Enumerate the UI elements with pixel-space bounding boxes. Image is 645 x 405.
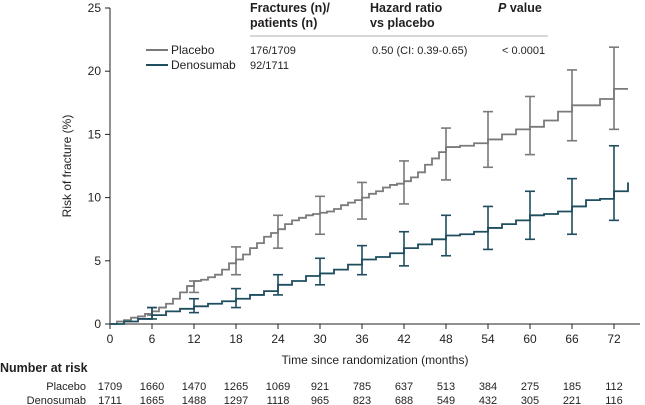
denosumab-error-bar [441,214,451,257]
placebo-error-bar [567,69,577,142]
x-tick-label: 42 [397,332,411,346]
risk-count-placebo: 1660 [140,381,164,393]
risk-table-title: Number at risk [0,361,88,375]
placebo-error-bar [483,110,493,169]
risk-table-values: 1709 1660 1470 1265 1069 921 785 637 513 384 275 18… [98,381,623,405]
x-axis-label: Time since randomization (months) [282,353,469,367]
placebo-error-bar [525,95,535,156]
placebo-error-bar [273,214,283,249]
denosumab-error-bar [189,297,199,314]
placebo-error-bar [231,246,241,276]
y-tick-label: 20 [88,64,102,78]
x-tick-label: 24 [271,332,285,346]
fractures-header-line1: Fractures (n)/ [250,1,330,15]
denosumab-error-bar [273,273,283,296]
risk-count-placebo: 1265 [224,381,248,393]
risk-count-denosumab: 1665 [140,395,164,405]
denosumab-error-bar [399,230,409,267]
hazard-ratio-value: 0.50 (CI: 0.39-0.65) [372,45,467,57]
y-tick-label: 10 [88,191,102,205]
risk-count-placebo: 785 [353,381,371,393]
risk-count-denosumab: 432 [479,395,497,405]
placebo-curve [110,87,628,325]
risk-count-denosumab: 823 [353,395,371,405]
y-axis-label: Risk of fracture (%) [60,115,74,218]
denosumab-error-bar [609,144,619,222]
risk-count-denosumab: 965 [311,395,329,405]
fractures-header-line2: patients (n) [250,16,317,30]
y-tick-label: 5 [94,254,101,268]
x-tick-label: 60 [523,332,537,346]
legend-placebo-label: Placebo [171,43,215,57]
risk-count-placebo: 1470 [182,381,206,393]
p-value-header-rest: value [506,1,541,15]
risk-count-denosumab: 688 [395,395,413,405]
x-tick-label: 0 [107,332,114,346]
risk-count-denosumab: 1118 [267,395,290,405]
denosumab-error-bar [483,205,493,251]
hr-header-line1: Hazard ratio [370,1,443,15]
y-tick-label: 0 [94,317,101,331]
risk-count-denosumab: 116 [605,395,623,405]
x-tick-label: 48 [439,332,453,346]
y-tick-label: 25 [88,1,102,15]
risk-count-placebo: 921 [311,381,329,393]
denosumab-error-bar [357,244,367,276]
placebo-error-bar [441,127,451,181]
x-tick-label: 66 [565,332,579,346]
p-value-header: P value [498,1,542,15]
risk-count-denosumab: 1711 [98,395,122,405]
denosumab-error-bar [525,190,535,241]
x-tick-label: 12 [187,332,201,346]
placebo-error-bar [357,181,367,220]
risk-count-placebo: 637 [395,381,413,393]
x-tick-label: 18 [229,332,243,346]
placebo-error-bar [189,280,199,294]
denosumab-error-bar [147,306,157,320]
p-value-header-italic: P [498,1,507,15]
placebo-error-bar [609,46,619,131]
risk-count-denosumab: 221 [563,395,581,405]
y-ticks: 0 5 10 15 20 25 [88,1,110,331]
placebo-error-bar [399,160,409,205]
risk-count-placebo: 1069 [266,381,290,393]
x-tick-label: 54 [481,332,495,346]
placebo-error-bar [315,195,325,236]
y-tick-label: 15 [88,127,102,141]
x-tick-label: 6 [149,332,156,346]
legend-denosumab-label: Denosumab [171,58,236,72]
x-tick-label: 72 [607,332,621,346]
x-ticks: 0 6 12 18 24 30 36 42 48 54 60 66 72 [107,324,621,346]
denosumab-fractures-value: 92/1711 [250,60,289,72]
risk-count-denosumab: 1297 [224,395,248,405]
hr-header-line2: vs placebo [370,16,435,30]
denosumab-curve [110,182,629,325]
plot-area [110,46,629,325]
denosumab-error-bar [231,287,241,309]
risk-count-placebo: 384 [479,381,497,393]
placebo-fractures-value: 176/1709 [250,45,296,57]
p-value-value: < 0.0001 [502,45,545,57]
x-tick-label: 36 [355,332,369,346]
risk-count-placebo: 185 [563,381,581,393]
risk-row-denosumab-label: Denosumab [27,395,86,405]
risk-row-placebo-label: Placebo [46,381,86,393]
risk-count-placebo: 275 [521,381,539,393]
risk-count-denosumab: 549 [437,395,455,405]
risk-count-denosumab: 1488 [182,395,206,405]
denosumab-error-bar [567,177,577,236]
denosumab-error-bar [315,257,325,286]
risk-count-placebo: 1709 [98,381,122,393]
risk-count-placebo: 513 [437,381,455,393]
risk-count-denosumab: 305 [521,395,539,405]
risk-count-placebo: 112 [605,381,623,393]
x-tick-label: 30 [313,332,327,346]
